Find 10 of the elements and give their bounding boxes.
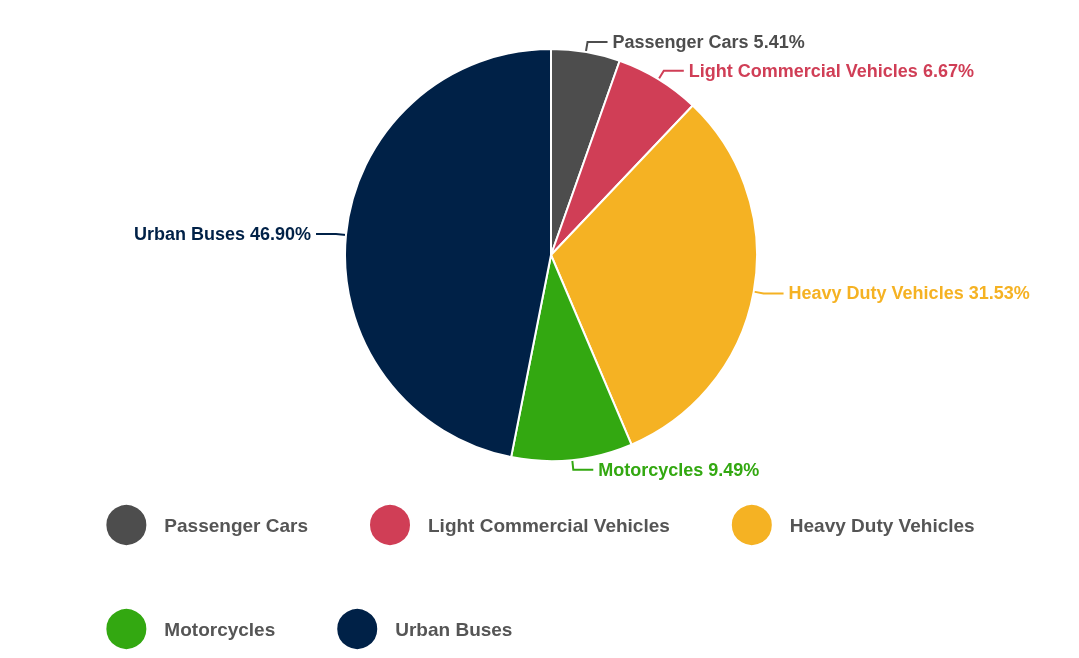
legend-label: Passenger Cars (164, 514, 309, 536)
category-label: Urban Buses 46.90% (133, 224, 312, 244)
category-label: Motorcycles 9.49% (598, 459, 760, 480)
category-label: Heavy Duty Vehicles 31.53% (788, 283, 1030, 304)
legend-label: Motorcycles (164, 618, 276, 640)
legend-label: Light Commercial Vehicles (428, 514, 670, 536)
category-label: Passenger Cars 5.41% (612, 32, 805, 53)
legend-label: Urban Buses (395, 618, 513, 640)
category-label: Light Commercial Vehicles 6.67% (688, 60, 974, 81)
legend-label: Heavy Duty Vehicles (789, 514, 975, 536)
